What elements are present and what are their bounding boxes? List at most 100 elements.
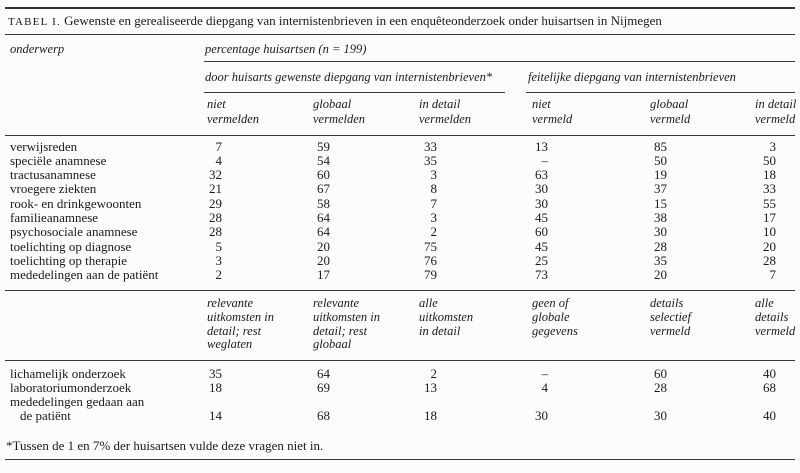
horizontal-rule-top — [5, 7, 795, 9]
cell-value: 20 — [317, 253, 330, 268]
cell-value: 7 — [769, 267, 777, 282]
subheader-line: alle — [419, 296, 438, 310]
column-header-onderwerp: onderwerp — [10, 42, 65, 56]
cell-value: 18 — [424, 408, 437, 423]
horizontal-rule-under-title — [5, 34, 795, 35]
subheader-indetail-vermeld: in detail vermeld — [755, 97, 796, 127]
cell-value: 35 — [424, 153, 437, 168]
table-row: mededelingen gedaan aan — [0, 395, 800, 409]
horizontal-rule-above-block1 — [5, 135, 795, 136]
row-label: lichamelijk onderzoek — [10, 366, 126, 381]
cell-value: 30 — [535, 181, 548, 196]
cell-value: 76 — [424, 253, 437, 268]
subheader-niet-vermelden: niet vermelden — [207, 97, 259, 127]
table-title: TABEL I. Gewenste en gerealiseerde diepg… — [8, 13, 662, 29]
table-caption: Gewenste en gerealiseerde diepgang van i… — [64, 13, 662, 28]
cell-value: 4 — [541, 380, 549, 395]
subheader-line: in detail — [419, 97, 461, 111]
subheader-line: relevante — [313, 296, 360, 310]
subheader-line: detail; rest — [207, 323, 262, 338]
subheader-details-selectief: details selectief vermeld — [650, 296, 691, 338]
cell-value: 40 — [763, 366, 776, 381]
cell-value: 33 — [424, 139, 437, 154]
subheader-line: globale — [532, 309, 570, 324]
cell-value: 4 — [215, 153, 223, 168]
cell-value: 28 — [763, 253, 776, 268]
row-label: laboratoriumonderzoek — [10, 380, 132, 395]
subheader-globaal-vermelden: globaal vermelden — [313, 97, 365, 127]
cell-value: 64 — [317, 366, 330, 381]
subheader-line: vermeld — [650, 323, 691, 338]
cell-value: 35 — [654, 253, 667, 268]
cell-value: 20 — [317, 239, 330, 254]
cell-value: 28 — [209, 210, 222, 225]
table-row: vroegere ziekten 21 67 8 30 37 33 — [0, 182, 800, 196]
row-label: psychosociale anamnese — [10, 224, 138, 239]
subheader-indetail-vermelden: in detail vermelden — [419, 97, 471, 127]
table-footnote: *Tussen de 1 en 7% der huisartsen vulde … — [6, 438, 324, 453]
subheader-line: vermelden — [313, 112, 366, 126]
cell-value: 10 — [763, 224, 776, 239]
subheader-line: vermeld — [532, 112, 573, 126]
row-label-continued: de patiënt — [20, 408, 71, 423]
cell-value: 67 — [317, 181, 330, 196]
cell-value: 29 — [209, 196, 222, 211]
cell-value: 3 — [430, 167, 438, 182]
cell-value: 30 — [654, 224, 667, 239]
horizontal-rule-under-group-desired — [204, 92, 505, 93]
column-group-actual: feitelijke diepgang van internistenbriev… — [528, 70, 736, 84]
cell-value: 17 — [317, 267, 330, 282]
cell-value: – — [541, 153, 549, 168]
table-row: speciële anamnese 4 54 35 – 50 50 — [0, 154, 800, 168]
subheader-alle-uitkomsten: alle uitkomsten in detail — [419, 296, 473, 338]
subheader-line: uitkomsten in — [207, 309, 275, 324]
subheader-line: niet — [532, 97, 551, 111]
subheader-line: relevante — [207, 296, 254, 310]
cell-value: 35 — [209, 366, 222, 381]
cell-value: 15 — [654, 196, 667, 211]
subheader-line: globaal — [313, 97, 352, 111]
cell-value: 28 — [654, 380, 667, 395]
subheader-line: details — [755, 309, 789, 324]
cell-value: 20 — [763, 239, 776, 254]
cell-value: 60 — [535, 224, 548, 239]
subheader-line: geen of — [532, 296, 569, 310]
subheader-line: niet — [207, 97, 226, 111]
cell-value: 21 — [209, 181, 222, 196]
cell-value: 32 — [209, 167, 222, 182]
horizontal-rule-above-block2 — [5, 360, 795, 361]
subheader-relevante-weglaten: relevante uitkomsten in detail; rest weg… — [207, 296, 275, 352]
column-header-percentage: percentage huisartsen (n = 199) — [205, 42, 367, 56]
cell-value: 60 — [317, 167, 330, 182]
cell-value: 73 — [535, 267, 548, 282]
cell-value: 45 — [535, 239, 548, 254]
cell-value: 37 — [654, 181, 667, 196]
cell-value: 50 — [763, 153, 776, 168]
cell-value: 75 — [424, 239, 437, 254]
cell-value: 3 — [215, 253, 223, 268]
table-row: toelichting op diagnose 5 20 75 45 28 20 — [0, 240, 800, 254]
subheader-line: vermelden — [419, 112, 472, 126]
horizontal-rule-bottom — [5, 459, 795, 460]
cell-value: 60 — [654, 366, 667, 381]
cell-value: 33 — [763, 181, 776, 196]
subheader-line: vermeld — [755, 323, 796, 338]
horizontal-rule-under-group-actual — [526, 92, 795, 93]
row-label: familieanamnese — [10, 210, 99, 225]
column-group-desired: door huisarts gewenste diepgang van inte… — [205, 70, 493, 84]
table-row: de patiënt 14 68 18 30 30 40 — [0, 409, 800, 423]
cell-value: 64 — [317, 224, 330, 239]
horizontal-rule-between-blocks — [5, 290, 795, 291]
row-label: toelichting op therapie — [10, 253, 127, 268]
cell-value: 64 — [317, 210, 330, 225]
cell-value: 2 — [430, 366, 438, 381]
subheader-line: alle — [755, 296, 774, 310]
cell-value: 28 — [209, 224, 222, 239]
cell-value: 40 — [763, 408, 776, 423]
cell-value: 2 — [215, 267, 223, 282]
subheader-niet-vermeld: niet vermeld — [532, 97, 572, 127]
subheader-line: uitkomsten in — [313, 309, 381, 324]
cell-value: 38 — [654, 210, 667, 225]
cell-value: 3 — [769, 139, 777, 154]
